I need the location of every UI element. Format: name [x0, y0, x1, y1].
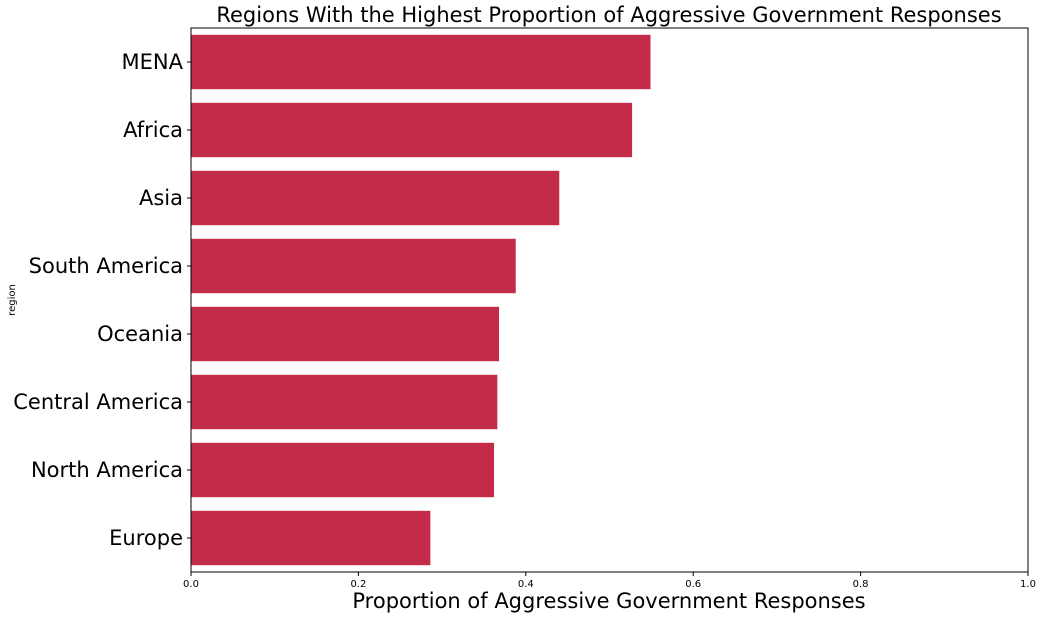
category-label: North America [31, 458, 183, 482]
bar-central-america [191, 374, 498, 430]
chart-title: Regions With the Highest Proportion of A… [216, 3, 1001, 27]
x-tick-label: 0.8 [853, 579, 869, 590]
x-axis-label: Proportion of Aggressive Government Resp… [352, 589, 865, 613]
bar-north-america [191, 442, 494, 498]
x-tick-label: 0.4 [518, 579, 534, 590]
category-label: Central America [13, 390, 183, 414]
x-tick-label: 0.2 [350, 579, 366, 590]
category-label: South America [29, 254, 183, 278]
category-label: Europe [109, 526, 183, 550]
bar-africa [191, 102, 633, 158]
category-label: Africa [123, 118, 183, 142]
bars-group [191, 34, 651, 566]
category-label: Oceania [97, 322, 183, 346]
x-tick-label: 0.6 [685, 579, 701, 590]
x-tick-label: 0.0 [183, 579, 199, 590]
bar-mena [191, 34, 651, 90]
bar-oceania [191, 306, 500, 362]
category-label: Asia [139, 186, 183, 210]
x-tick-label: 1.0 [1020, 579, 1036, 590]
bar-south-america [191, 238, 516, 294]
category-label: MENA [122, 50, 184, 74]
bar-europe [191, 510, 431, 566]
plot-frame [190, 27, 1029, 573]
y-axis-label: region [7, 284, 18, 316]
bar-asia [191, 170, 560, 226]
x-axis-ticks: 0.0 0.2 0.4 0.6 0.8 1.0 [183, 572, 1036, 590]
category-labels: MENA Africa Asia South America Oceania Centra… [13, 50, 191, 550]
